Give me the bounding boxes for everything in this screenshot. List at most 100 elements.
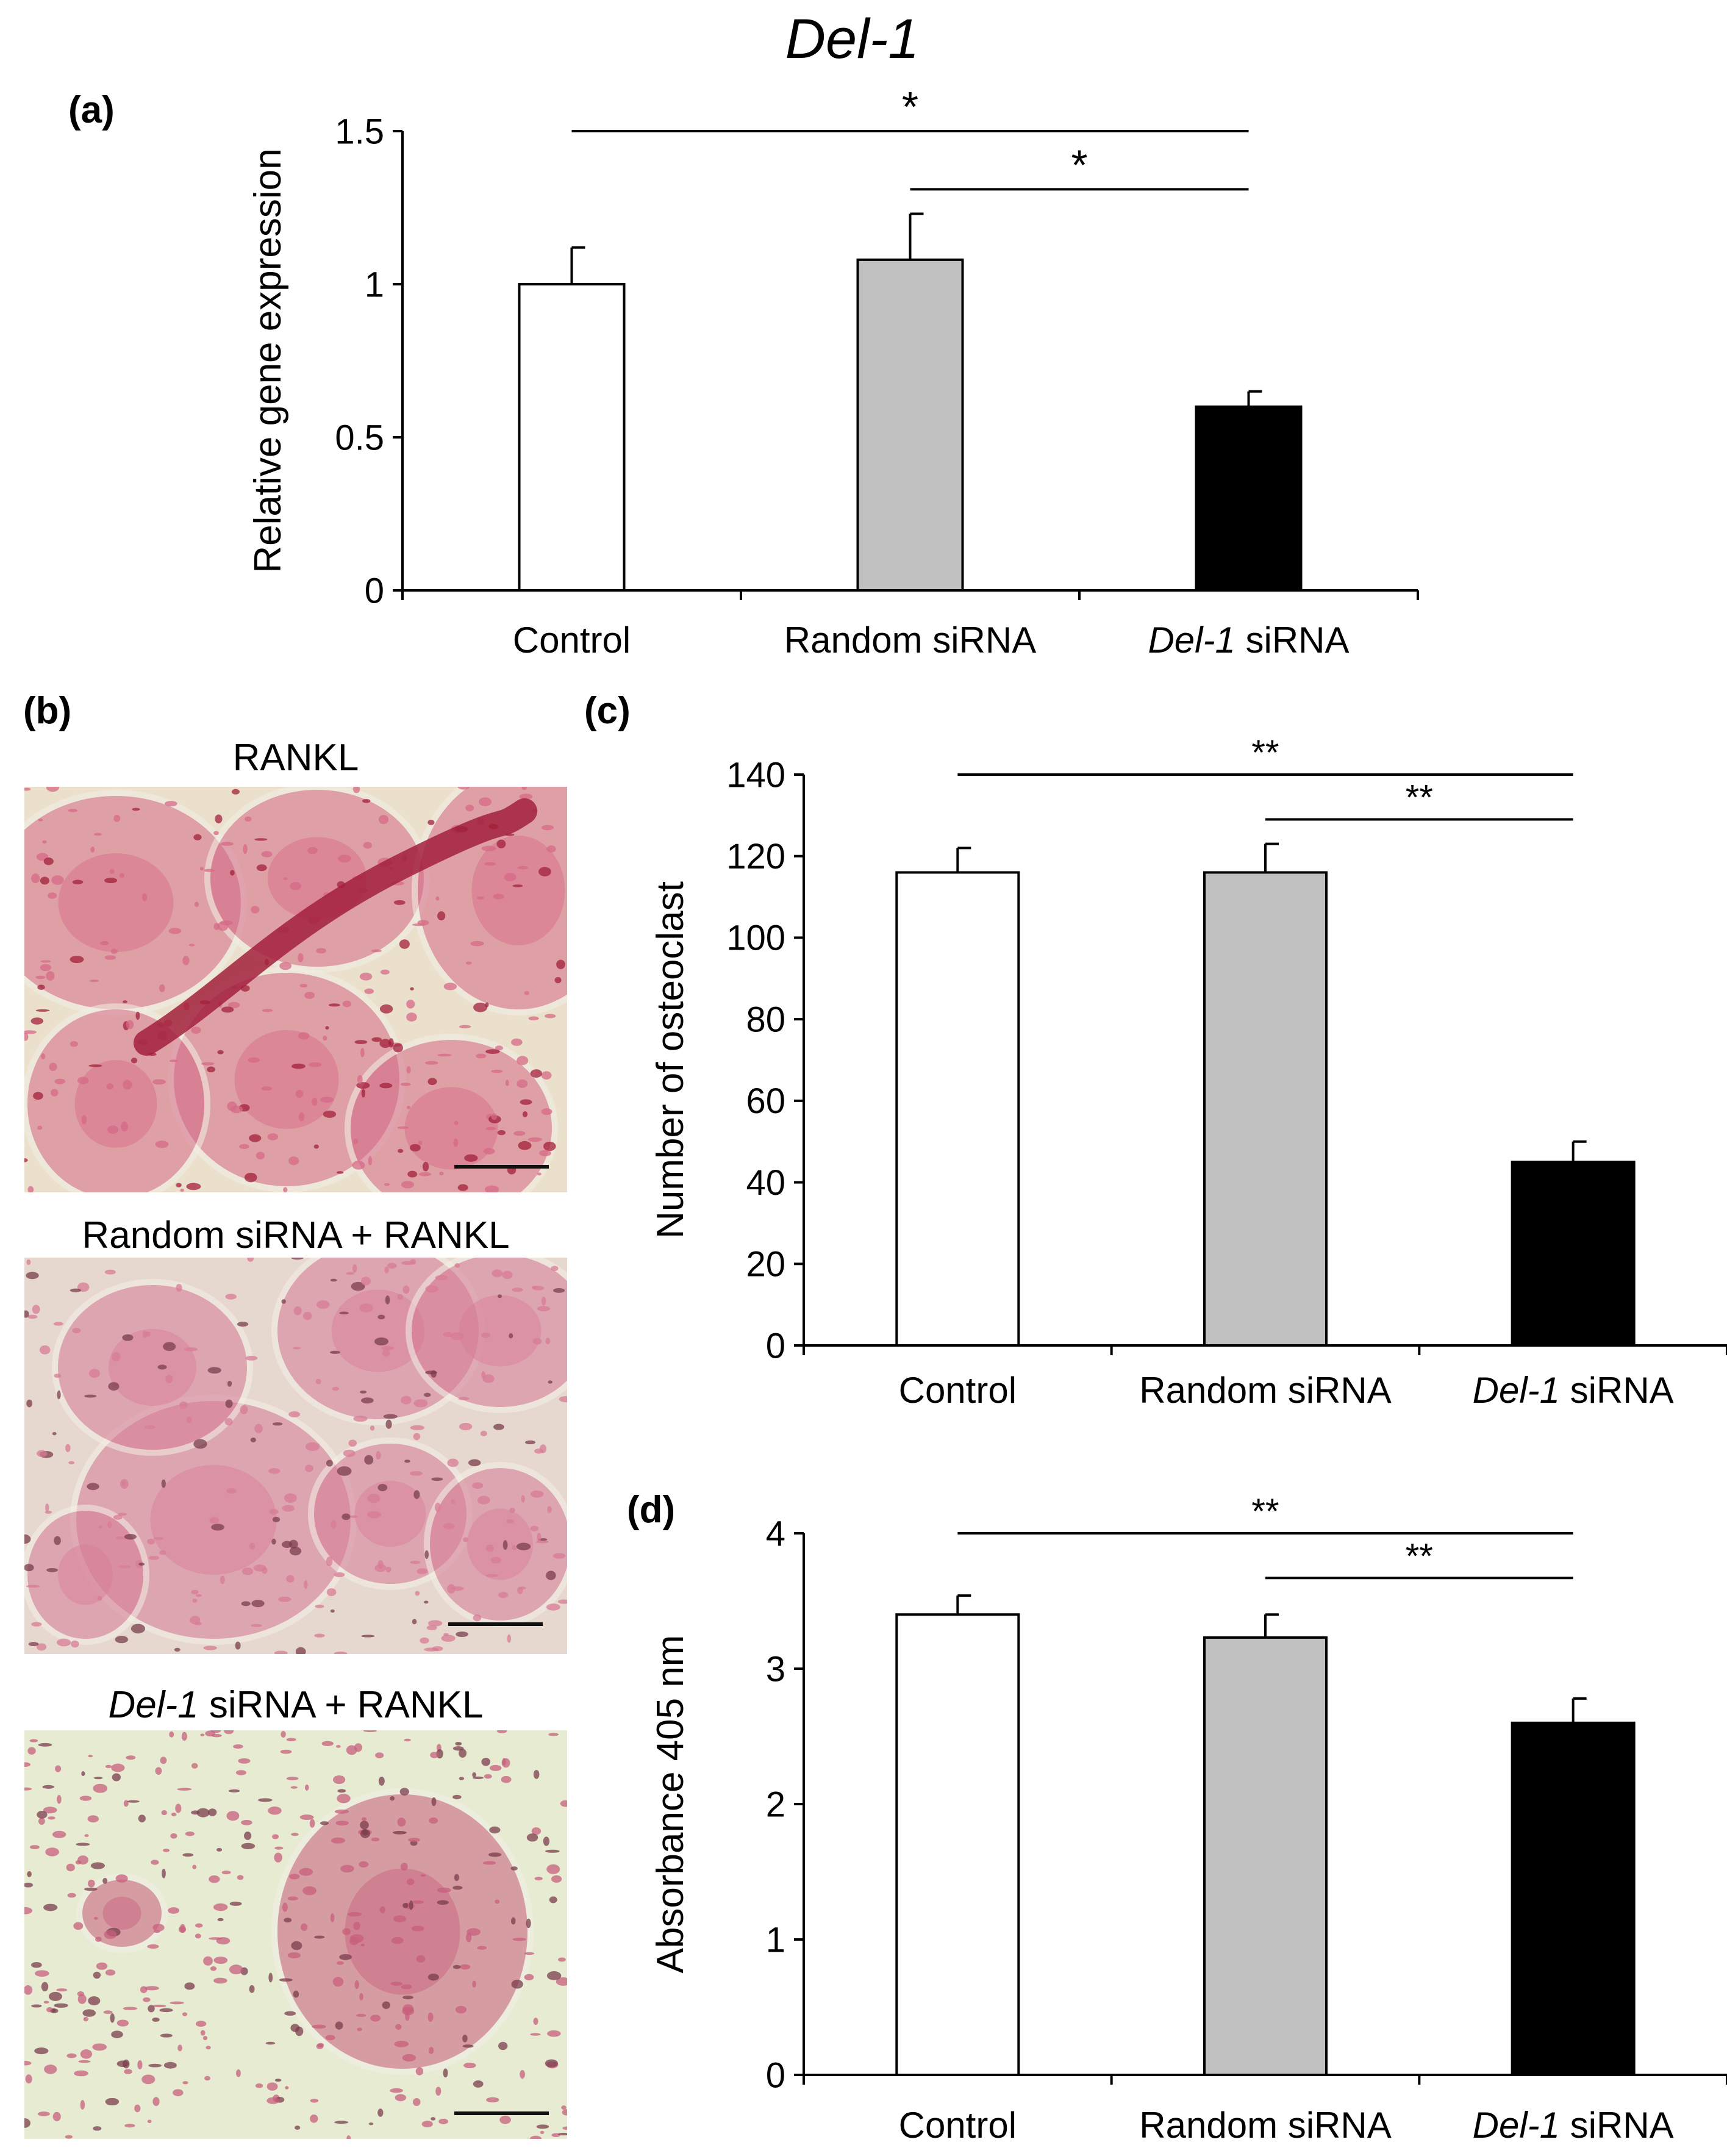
mononuclear-cell — [176, 1284, 182, 1292]
mononuclear-cell — [349, 1934, 364, 1943]
mononuclear-cell — [87, 1483, 99, 1491]
mononuclear-cell — [342, 1000, 352, 1008]
mononuclear-cell — [465, 961, 472, 965]
mononuclear-cell — [287, 1952, 301, 1958]
mononuclear-cell — [431, 2117, 436, 2121]
mononuclear-cell — [169, 1731, 174, 1738]
mononuclear-cell — [89, 980, 99, 983]
mononuclear-cell — [561, 2105, 567, 2110]
mononuclear-cell — [182, 1853, 194, 1857]
mononuclear-cell — [537, 1306, 551, 1312]
mononuclear-cell — [138, 1814, 146, 1822]
mononuclear-cell — [490, 1556, 501, 1564]
bar — [856, 258, 964, 592]
mononuclear-cell — [320, 1097, 334, 1103]
mononuclear-cell — [184, 1347, 198, 1352]
mononuclear-cell — [53, 1322, 63, 1326]
mononuclear-cell — [426, 1625, 437, 1631]
mononuclear-cell — [352, 1264, 357, 1273]
mononuclear-cell — [110, 948, 118, 954]
mononuclear-cell — [360, 1821, 369, 1830]
mononuclear-cell — [122, 1334, 134, 1341]
mononuclear-cell — [452, 1885, 463, 1890]
mononuclear-cell — [377, 1484, 388, 1492]
y-tick-label: 60 — [746, 1081, 785, 1121]
mononuclear-cell — [279, 962, 292, 970]
mononuclear-cell — [118, 1565, 131, 1569]
mononuclear-cell — [168, 928, 182, 934]
significance-marker: ** — [1406, 778, 1433, 818]
mononuclear-cell — [331, 1520, 337, 1529]
mononuclear-cell — [395, 2094, 407, 2102]
mononuclear-cell — [268, 1807, 282, 1815]
mononuclear-cell — [74, 2070, 88, 2077]
mononuclear-cell — [380, 969, 390, 975]
mononuclear-cell — [140, 1986, 148, 1993]
mononuclear-cell — [213, 1957, 228, 1964]
mononuclear-cell — [213, 1977, 227, 1984]
x-tick-label-italic: Del-1 — [1473, 1370, 1560, 1411]
mononuclear-cell — [40, 964, 51, 972]
mononuclear-cell — [287, 1896, 298, 1901]
x-tick-label: Random siRNA — [784, 620, 1036, 661]
mononuclear-cell — [42, 840, 47, 844]
mononuclear-cell — [473, 1776, 484, 1779]
mononuclear-cell — [302, 1311, 312, 1320]
mononuclear-cell — [359, 1993, 363, 2000]
mononuclear-cell — [427, 1620, 443, 1627]
mononuclear-cell — [412, 1900, 424, 1904]
mononuclear-cell — [253, 1564, 266, 1572]
mononuclear-cell — [179, 1924, 186, 1933]
mononuclear-cell — [70, 1041, 79, 1047]
mononuclear-cell — [28, 1642, 39, 1647]
mononuclear-cell — [352, 1138, 359, 1145]
mononuclear-cell — [192, 1864, 197, 1869]
mononuclear-cell — [495, 1045, 503, 1051]
mononuclear-cell — [24, 2118, 30, 2128]
cell-nucleus-cluster — [345, 1868, 460, 1995]
mononuclear-cell — [473, 1002, 488, 1012]
y-axis-label: Number of osteoclast — [649, 881, 692, 1239]
mononuclear-cell — [30, 1017, 44, 1025]
chart-d: 0 1 2 3 4 Absorbance 405 nm Control Random siRN… — [649, 1492, 1727, 2146]
mononuclear-cell — [24, 1882, 34, 1888]
mononuclear-cell — [196, 1808, 210, 1818]
mononuclear-cell — [54, 2003, 68, 2008]
mononuclear-cell — [104, 955, 116, 960]
mononuclear-cell — [52, 1431, 57, 1436]
mononuclear-cell — [161, 1479, 166, 1488]
mononuclear-cell — [123, 1800, 129, 1807]
y-tick-label: 1.5 — [335, 112, 384, 151]
mononuclear-cell — [498, 1592, 509, 1599]
mononuclear-cell — [147, 1538, 156, 1545]
mononuclear-cell — [32, 1305, 40, 1314]
mononuclear-cell — [533, 2018, 538, 2025]
mononuclear-cell — [241, 1567, 254, 1575]
mononuclear-cell — [245, 1355, 258, 1361]
mononuclear-cell — [406, 1000, 415, 1009]
mononuclear-cell — [26, 1272, 39, 1280]
mononuclear-cell — [148, 2005, 155, 2013]
mononuclear-cell — [393, 1915, 407, 1922]
mononuclear-cell — [536, 2124, 549, 2129]
mononuclear-cell — [37, 2111, 50, 2116]
mononuclear-cell — [83, 2016, 88, 2022]
mononuclear-cell — [268, 1972, 273, 1983]
mononuclear-cell — [545, 2059, 559, 2068]
mononuclear-cell — [113, 1514, 123, 1520]
mononuclear-cell — [370, 1425, 375, 1431]
mononuclear-cell — [249, 1134, 262, 1142]
y-tick-label: 4 — [766, 1514, 785, 1553]
mononuclear-cell — [562, 2109, 567, 2116]
mononuclear-cell — [226, 1811, 240, 1821]
mononuclear-cell — [33, 1092, 43, 1100]
mononuclear-cell — [106, 1083, 114, 1090]
mononuclear-cell — [291, 1063, 306, 1069]
mononuclear-cell — [399, 939, 410, 949]
mononuclear-cell — [175, 1803, 182, 1813]
mononuclear-cell — [452, 1794, 462, 1800]
mononuclear-cell — [546, 1603, 560, 1611]
mononuclear-cell — [366, 1511, 382, 1519]
mononuclear-cell — [45, 1503, 49, 1512]
mononuclear-cell — [477, 1495, 490, 1505]
